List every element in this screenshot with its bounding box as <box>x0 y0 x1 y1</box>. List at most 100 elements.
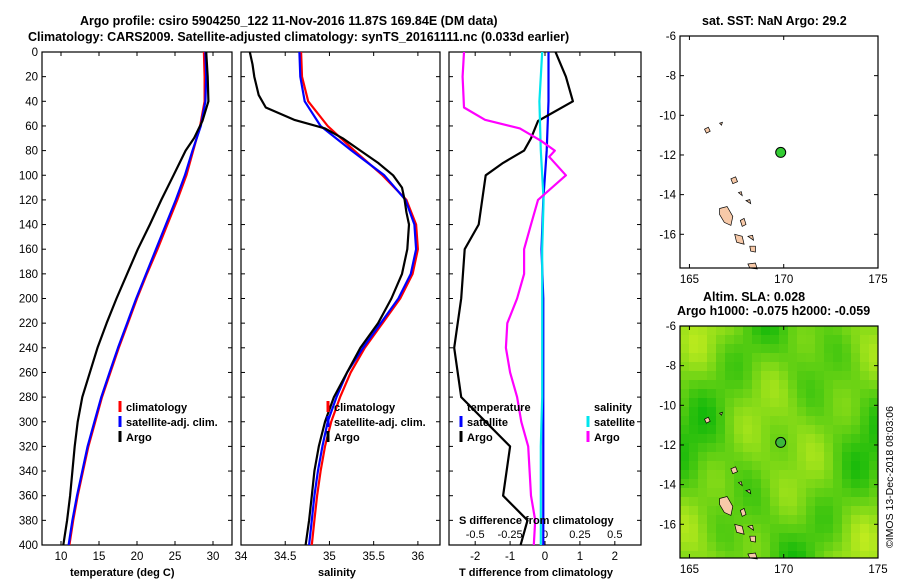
sla-cell <box>761 389 771 399</box>
sla-cell <box>788 443 798 453</box>
sla-cell <box>860 353 870 363</box>
sla-cell <box>779 542 789 552</box>
sla-cell <box>707 398 717 408</box>
sla-cell <box>716 398 726 408</box>
sla-cell <box>788 362 798 372</box>
sla-cell <box>752 506 762 516</box>
sla-cell <box>689 407 699 417</box>
legend-t-argo-label: Argo <box>467 432 493 444</box>
sla-cell <box>689 425 699 435</box>
sla-cell <box>779 461 789 471</box>
sla-cell <box>770 524 780 534</box>
sla-cell <box>734 443 744 453</box>
sla-cell <box>806 479 816 489</box>
sla-cell <box>797 533 807 543</box>
map-frame <box>679 35 879 269</box>
sla-cell <box>788 551 798 558</box>
sla-cell <box>851 524 861 534</box>
sla-cell <box>815 389 825 399</box>
y-tick-label: 0 <box>32 47 38 59</box>
sla-cell <box>680 443 690 453</box>
sla-cell <box>815 533 825 543</box>
sla-cell <box>851 515 861 525</box>
sla-cell <box>788 416 798 426</box>
sla-cell <box>689 524 699 534</box>
sla-cell <box>824 425 834 435</box>
x-tick-label: 35.5 <box>362 551 384 563</box>
sla-cell <box>869 443 878 453</box>
x-tick-label: 170 <box>774 274 793 286</box>
sla-cell <box>797 434 807 444</box>
sla-cell <box>716 551 726 558</box>
y-tick-label: 240 <box>19 343 38 355</box>
sla-cell <box>842 497 852 507</box>
sla-cell <box>680 326 690 336</box>
sla-cell <box>743 551 753 558</box>
sla-cell <box>716 515 726 525</box>
sla-cell <box>743 506 753 516</box>
sla-cell <box>842 407 852 417</box>
x-tick-label: 15 <box>93 551 106 563</box>
sla-cell <box>779 362 789 372</box>
sla-cell <box>752 371 762 381</box>
sla-cell <box>788 470 798 480</box>
sla-cell <box>869 335 878 345</box>
y-tick-label: 260 <box>19 367 38 379</box>
sla-cell <box>752 470 762 480</box>
sla-cell <box>869 524 878 534</box>
sla-cell <box>797 479 807 489</box>
sla-cell <box>833 344 843 354</box>
sla-cell <box>707 551 717 558</box>
sla-cell <box>797 407 807 417</box>
x-top-tick-label: -0.25 <box>498 529 523 541</box>
sla-cell <box>824 344 834 354</box>
sla-cell <box>815 353 825 363</box>
sla-cell <box>860 434 870 444</box>
sla-cell <box>788 407 798 417</box>
sla-cell <box>734 497 744 507</box>
sla-cell <box>779 452 789 462</box>
sla-cell <box>707 326 717 336</box>
sla-cell <box>761 461 771 471</box>
sla-cell <box>743 461 753 471</box>
sla-cell <box>716 335 726 345</box>
sla-cell <box>707 461 717 471</box>
sla-cell <box>743 452 753 462</box>
sla-cell <box>707 344 717 354</box>
sla-cell <box>743 371 753 381</box>
sla-cell <box>842 380 852 390</box>
land <box>739 507 747 517</box>
sla-cell <box>752 416 762 426</box>
sla-cell <box>689 497 699 507</box>
sla-cell <box>869 416 878 426</box>
y-tick-label: 100 <box>19 170 38 182</box>
sla-map: -6 -8 -10 -12 -14 -16 165 170 175 <box>659 321 887 576</box>
sla-cell <box>806 443 816 453</box>
sla-cell <box>770 452 780 462</box>
sla-cell <box>689 362 699 372</box>
sla-cell <box>698 515 708 525</box>
sla-cell <box>815 479 825 489</box>
sla-cell <box>842 344 852 354</box>
sla-cell <box>680 506 690 516</box>
sla-cell <box>734 371 744 381</box>
sla-cell <box>770 398 780 408</box>
sla-cell <box>788 335 798 345</box>
sla-cell <box>743 443 753 453</box>
temperature-legend: climatology satellite-adj. clim. Argo <box>118 401 218 444</box>
sla-cell <box>779 344 789 354</box>
sla-cell <box>698 344 708 354</box>
salinity-legend: climatology satellite-adj. clim. Argo <box>326 401 426 444</box>
sla-cell <box>869 344 878 354</box>
sla-cell <box>833 353 843 363</box>
sla-cell <box>788 389 798 399</box>
sla-cell <box>860 416 870 426</box>
sla-cell <box>716 389 726 399</box>
argo-position-marker <box>775 146 787 158</box>
x-tick-label: -2 <box>470 551 480 563</box>
sla-cell <box>752 353 762 363</box>
sla-cell <box>851 506 861 516</box>
sla-cell <box>698 425 708 435</box>
series-group <box>453 52 575 545</box>
land <box>749 535 756 543</box>
